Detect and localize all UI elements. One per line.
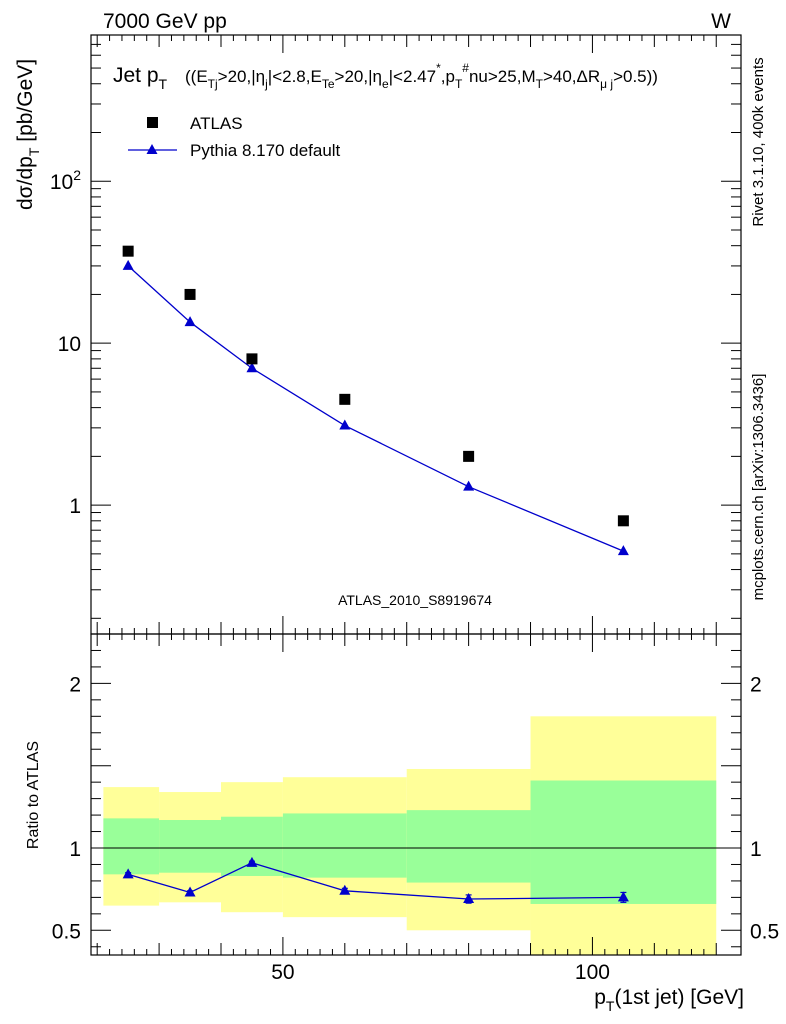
main-y-axis-label-sub: T: [26, 147, 42, 156]
process-label: W: [711, 10, 731, 33]
main-y-tick-exp-0: 2: [73, 167, 81, 183]
band-inner-4: [406, 810, 531, 883]
ratio-panel-frame: [90, 633, 742, 956]
ratio-point-4: [463, 893, 475, 904]
ratio-point-3: [339, 884, 351, 895]
axis-ticks: [91, 34, 741, 955]
ratio-series-line: [127, 862, 624, 900]
ratio-point-0: [122, 868, 134, 879]
legend-mc-label: Pythia 8.170 default: [190, 141, 341, 160]
analysis-watermark: ATLAS_2010_S8919674: [338, 592, 492, 608]
legend-atlas-label: ATLAS: [190, 114, 243, 133]
title-cut-part-3: j: [264, 77, 268, 91]
main-y-tick-label-0: 102: [50, 167, 81, 194]
title-cut-part-2: >20,|η: [218, 67, 265, 86]
mc-point-0: [122, 259, 134, 270]
title-cut-part-11: T: [455, 77, 463, 91]
ratio-point-1: [184, 886, 196, 897]
band-inner-2: [221, 816, 283, 876]
x-axis-label-main: p: [594, 986, 606, 1009]
title-cut-part-9: *: [436, 61, 441, 75]
mc-point-2: [246, 362, 258, 373]
rivet-version-label: Rivet 3.1.10, 400k events: [750, 57, 767, 226]
mc-point-5: [617, 545, 629, 556]
title-cut-part-6: >20,|η: [335, 67, 382, 86]
main-series-group: [122, 245, 629, 556]
data-point-3: [339, 393, 351, 405]
ratio-uncertainty-bands: [103, 716, 717, 955]
title-cut-part-8: |<2.47: [389, 67, 436, 86]
x-tick-label-1: 100: [575, 961, 610, 984]
band-inner-5: [530, 780, 717, 904]
x-tick-label-0: 50: [271, 961, 294, 984]
title-cut-part-0: ((E: [185, 67, 208, 86]
title-cut-part-17: >0.5)): [613, 67, 658, 86]
mc-point-4: [463, 480, 475, 491]
data-point-0: [122, 245, 134, 257]
x-axis-label-sub: T: [606, 998, 615, 1014]
plot-title-main: Jet p: [113, 64, 159, 87]
ratio-y-tick-label-right-0: 2: [750, 673, 762, 696]
ratio-point-2: [246, 856, 258, 867]
title-cut-part-12: #: [462, 61, 469, 75]
mc-series-line: [127, 265, 624, 552]
legend-mc-marker: [146, 144, 158, 154]
plot-title-sub: T: [159, 76, 168, 92]
title-cut-part-7: e: [382, 77, 389, 91]
data-point-4: [463, 450, 475, 462]
title-cut-part-16: μ j: [600, 77, 613, 91]
ratio-y-tick-label-left-2: 0.5: [52, 920, 81, 943]
ratio-y-tick-label-left-1: 1: [69, 838, 81, 861]
title-cut-part-1: Tj: [208, 77, 218, 91]
ratio-y-tick-label-left-0: 2: [69, 673, 81, 696]
title-cut-part-13: nu>25,M: [469, 67, 536, 86]
title-cut-part-15: >40,ΔR: [543, 67, 600, 86]
data-point-1: [184, 288, 196, 300]
panel-frames: [90, 34, 742, 956]
data-point-5: [617, 515, 629, 527]
x-axis-label-tail: (1st jet) [GeV]: [614, 986, 744, 1009]
title-cut-part-14: T: [536, 77, 544, 91]
legend-atlas-marker: [147, 117, 158, 128]
energy-label: 7000 GeV pp: [103, 10, 227, 33]
plot-title-cuts: ((ETj>20,|ηj|<2.8,ETe>20,|ηe|<2.47*,pT#n…: [185, 61, 658, 91]
plot-title: Jet pT: [113, 64, 168, 92]
main-y-axis-label: dσ/dpT [pb/GeV]: [14, 59, 42, 210]
data-point-2: [246, 353, 258, 365]
main-y-tick-base-1: 10: [58, 333, 81, 356]
title-cut-part-10: ,p: [441, 67, 455, 86]
band-inner-0: [103, 818, 160, 875]
band-inner-3: [282, 813, 407, 878]
main-y-tick-base-2: 1: [69, 495, 81, 518]
ratio-series-group: [122, 856, 629, 904]
ratio-y-tick-label-right-2: 0.5: [750, 920, 779, 943]
ratio-y-axis-label: Ratio to ATLAS: [25, 741, 42, 849]
mc-point-1: [184, 316, 196, 327]
main-y-tick-base-0: 10: [50, 171, 73, 194]
ratio-y-tick-label-right-1: 1: [750, 838, 762, 861]
mcplots-source-label: mcplots.cern.ch [arXiv:1306.3436]: [750, 374, 767, 601]
band-inner-1: [159, 820, 221, 873]
main-panel-frame: [90, 34, 742, 635]
main-y-tick-label-2: 1: [69, 495, 81, 518]
main-y-axis-label-main: dσ/dp: [14, 156, 37, 210]
mc-point-3: [339, 419, 351, 430]
main-y-axis-label-unit: [pb/GeV]: [14, 59, 37, 148]
ratio-point-5: [617, 891, 629, 902]
x-axis-label: pT(1st jet) [GeV]: [594, 986, 744, 1014]
main-y-tick-label-1: 10: [58, 333, 81, 356]
title-cut-part-4: |<2.8,E: [268, 67, 322, 86]
title-cut-part-5: Te: [322, 77, 335, 91]
